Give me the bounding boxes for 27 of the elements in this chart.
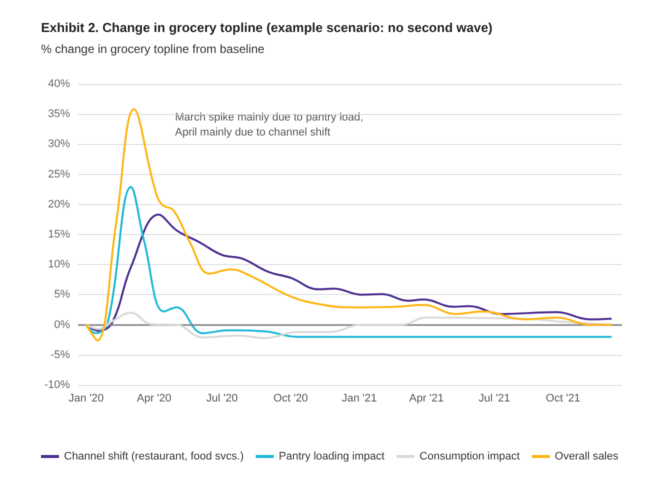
y-tick-label: 5% (54, 288, 70, 301)
chart-subtitle: % change in grocery topline from baseline (41, 42, 265, 56)
x-tick-label: Jul '21 (478, 392, 510, 404)
y-tick-label: 25% (48, 168, 70, 180)
y-tick-label: 10% (48, 258, 70, 271)
line-series (85, 108, 612, 342)
y-tick-label: -10% (44, 379, 70, 391)
x-tick-label: Jan '21 (342, 392, 377, 404)
legend-label: Channel shift (restaurant, food svcs.) (64, 450, 244, 462)
x-tick-label: Oct '21 (546, 392, 580, 404)
legend-label: Overall sales (554, 450, 619, 462)
y-tick-label: -5% (50, 348, 70, 361)
x-tick-label: Apr '20 (136, 392, 172, 404)
x-tick-label: Jul '20 (206, 392, 238, 404)
y-tick-label: 35% (48, 108, 70, 120)
y-tick-label: 20% (48, 198, 70, 210)
legend-label: Pantry loading impact (278, 450, 385, 462)
x-tick-label: Apr '21 (409, 392, 444, 404)
y-tick-label: 15% (48, 228, 70, 240)
y-tick-label: 40% (48, 78, 70, 90)
chart-title: Exhibit 2. Change in grocery topline (example scenario: no second wave) (41, 20, 493, 35)
y-tick-label: 0% (54, 318, 70, 331)
line-series (85, 312, 612, 340)
x-tick-label: Oct '20 (273, 392, 308, 404)
x-tick-label: Jan '20 (68, 392, 104, 404)
y-tick-label: 30% (48, 138, 70, 150)
legend-label: Consumption impact (420, 450, 520, 462)
